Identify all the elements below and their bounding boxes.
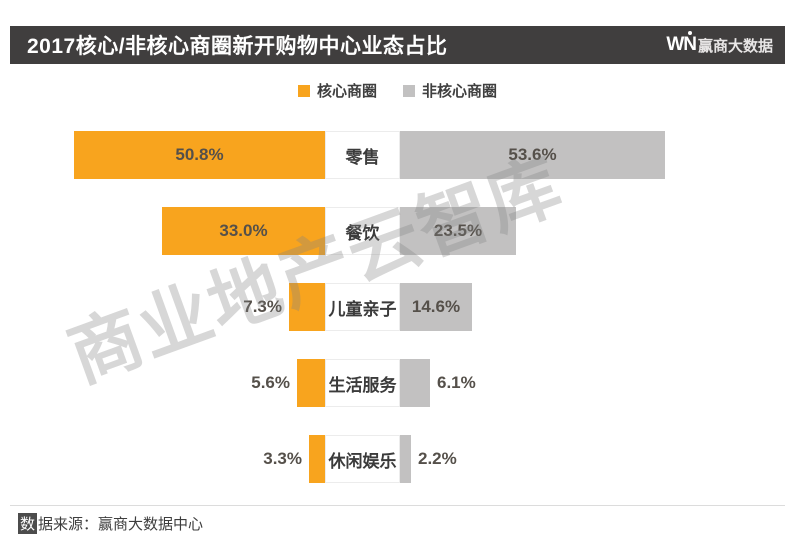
category-label: 零售 — [325, 131, 400, 179]
noncore-bar: 23.5% — [400, 207, 516, 255]
legend-item-noncore: 非核心商圈 — [403, 80, 497, 101]
noncore-bar-zone: 6.1% — [400, 359, 795, 407]
legend-label-noncore: 非核心商圈 — [422, 83, 498, 100]
category-label: 休闲娱乐 — [325, 435, 400, 483]
core-bar: 33.0% — [162, 207, 325, 255]
chart-row: 5.6% 生活服务 6.1% — [0, 359, 795, 407]
core-bar-zone: 3.3% — [0, 435, 325, 483]
category-label: 儿童亲子 — [325, 283, 400, 331]
value-label: 5.6% — [251, 373, 290, 392]
title-bar: 2017核心/非核心商圈新开购物中心业态占比 WN 赢商大数据 — [10, 26, 785, 64]
tornado-chart: 50.8% 零售 53.6% 33.0% 餐饮 23.5% 7.3% 儿童亲子 14.6% 5.6… — [0, 131, 795, 511]
value-label: 14.6% — [411, 297, 461, 316]
value-label: 6.1% — [437, 373, 476, 392]
noncore-bar: 53.6% — [400, 131, 665, 179]
value-label: 3.3% — [263, 449, 302, 468]
value-label: 50.8% — [175, 145, 224, 164]
value-label: 53.6% — [508, 145, 557, 164]
value-label: 23.5% — [433, 221, 483, 240]
noncore-bar — [400, 359, 430, 407]
core-bar — [289, 283, 325, 331]
core-legend-swatch-icon — [297, 84, 310, 97]
noncore-bar-zone: 53.6% — [400, 131, 795, 179]
logo-brand-text: 赢商大数据 — [697, 37, 773, 55]
value-label: 7.3% — [243, 297, 282, 316]
footer-divider — [10, 505, 785, 506]
value-label: 33.0% — [219, 221, 268, 240]
winshang-logo: WN 赢商大数据 — [666, 31, 773, 56]
core-bar: 50.8% — [74, 131, 325, 179]
chart-row: 7.3% 儿童亲子 14.6% — [0, 283, 795, 331]
noncore-legend-swatch-icon — [403, 84, 415, 97]
chart-row: 3.3% 休闲娱乐 2.2% — [0, 435, 795, 483]
win-logo-text: WN — [666, 34, 697, 55]
noncore-bar — [400, 435, 411, 483]
noncore-bar-zone: 14.6% — [400, 283, 795, 331]
noncore-bar: 14.6% — [400, 283, 472, 331]
core-bar — [297, 359, 325, 407]
legend-label-core: 核心商圈 — [316, 83, 377, 100]
chart-row: 33.0% 餐饮 23.5% — [0, 207, 795, 255]
core-bar-zone: 7.3% — [0, 283, 325, 331]
value-label: 2.2% — [418, 449, 457, 468]
win-logo-dot-icon — [687, 31, 692, 35]
legend-item-core: 核心商圈 — [297, 80, 377, 101]
category-label: 生活服务 — [325, 359, 400, 407]
page-title: 2017核心/非核心商圈新开购物中心业态占比 — [27, 35, 448, 58]
noncore-bar-zone: 2.2% — [400, 435, 795, 483]
core-bar-zone: 33.0% — [0, 207, 325, 255]
data-source-first-char: 数 — [18, 513, 38, 534]
noncore-bar-zone: 23.5% — [400, 207, 795, 255]
core-bar — [309, 435, 325, 483]
category-label: 餐饮 — [325, 207, 400, 255]
data-source-note: 数 据来源：赢商大数据中心 — [18, 513, 203, 534]
chart-row: 50.8% 零售 53.6% — [0, 131, 795, 179]
data-source-text: 据来源：赢商大数据中心 — [38, 516, 204, 533]
win-logo-mark: WN — [666, 31, 698, 56]
legend: 核心商圈 非核心商圈 — [0, 80, 795, 101]
core-bar-zone: 50.8% — [0, 131, 325, 179]
core-bar-zone: 5.6% — [0, 359, 325, 407]
